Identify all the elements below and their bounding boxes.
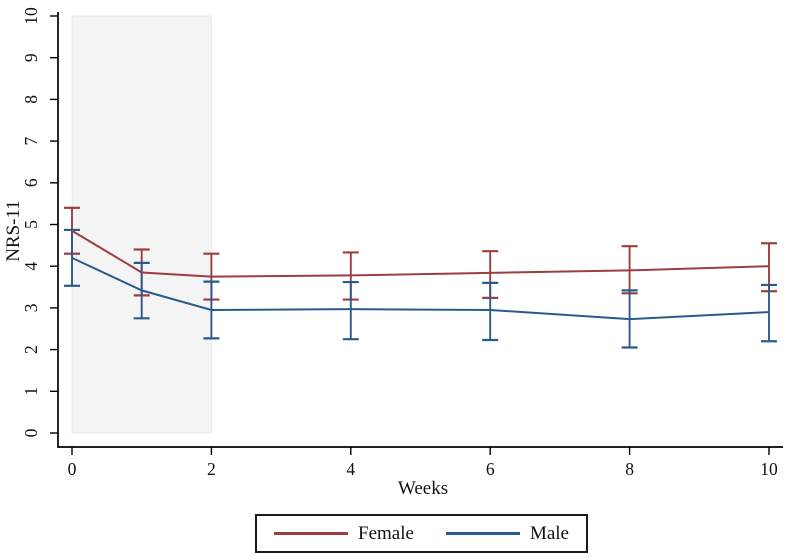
y-tick-label: 4 bbox=[21, 262, 41, 271]
y-tick-label: 8 bbox=[21, 95, 41, 104]
shaded-region-weeks-0-2 bbox=[71, 15, 212, 434]
x-axis-ticks: 0 2 4 6 8 10 bbox=[68, 447, 778, 479]
x-tick-label: 0 bbox=[68, 459, 77, 479]
legend-item-female: Female bbox=[274, 524, 414, 543]
x-tick-label: 6 bbox=[486, 459, 495, 479]
series-line-female bbox=[71, 229, 770, 278]
x-axis-title: Weeks bbox=[397, 478, 449, 499]
y-tick-label: 0 bbox=[21, 428, 41, 437]
y-tick-label: 2 bbox=[21, 345, 41, 354]
x-tick-label: 2 bbox=[207, 459, 216, 479]
y-tick-label: 3 bbox=[21, 303, 41, 312]
y-tick-label: 10 bbox=[21, 7, 41, 25]
male-line-swatch bbox=[445, 532, 520, 535]
y-tick-label: 1 bbox=[21, 387, 41, 396]
legend-item-male: Male bbox=[445, 523, 569, 544]
legend-label-female: Female bbox=[358, 523, 414, 544]
y-tick-label: 6 bbox=[21, 178, 41, 187]
y-tick-label: 5 bbox=[21, 220, 41, 229]
legend-label-male: Male bbox=[529, 523, 569, 544]
x-tick-label: 4 bbox=[346, 459, 355, 479]
x-tick-label: 8 bbox=[625, 459, 634, 479]
female-line-swatch bbox=[274, 532, 348, 535]
y-axis-title: NRS-11 bbox=[3, 200, 24, 262]
y-tick-label: 9 bbox=[21, 53, 41, 62]
x-tick-label: 10 bbox=[760, 459, 778, 479]
legend: Female Male bbox=[255, 514, 588, 553]
y-tick-label: 7 bbox=[21, 136, 41, 145]
series-line-male bbox=[71, 256, 770, 321]
y-axis-ticks: 0 1 2 3 4 5 6 7 8 9 10 bbox=[21, 7, 58, 437]
